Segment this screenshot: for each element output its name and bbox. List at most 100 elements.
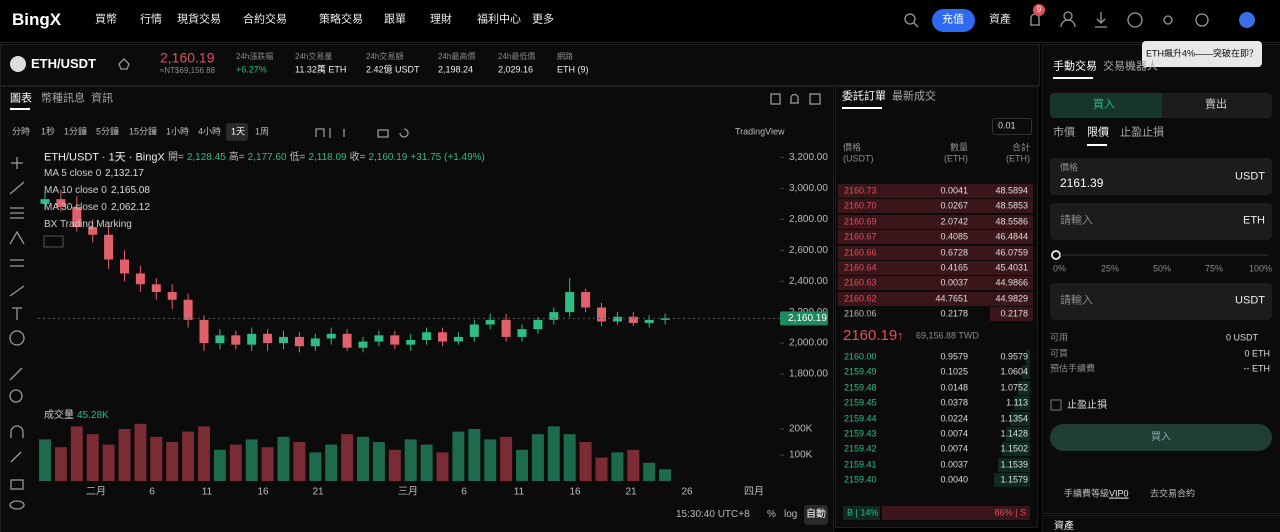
submit-button[interactable] [1050, 424, 1272, 451]
volume-bar [516, 449, 528, 481]
tradingview[interactable]: TradingView [735, 126, 785, 137]
interval[interactable]: 1秒 [41, 126, 56, 137]
order-type[interactable]: 市價 [1053, 126, 1075, 139]
collapse-button[interactable] [43, 235, 64, 248]
deposit-button[interactable] [932, 9, 975, 32]
step-select[interactable] [992, 118, 1032, 135]
ma-value: 2,132.17 [105, 168, 144, 179]
candle-body [485, 319, 495, 325]
y-tick-label: 1,800.00 [789, 369, 828, 380]
candle-body [581, 292, 591, 308]
submit-label[interactable]: 買入 [1151, 432, 1171, 443]
interval[interactable]: 1分鐘 [64, 126, 88, 137]
nav-item[interactable]: 理財 [430, 13, 452, 26]
candle-body [120, 259, 129, 274]
buy-tab[interactable] [1050, 93, 1162, 118]
sell-tab-label[interactable]: 賣出 [1205, 98, 1227, 111]
interval[interactable]: 15分鐘 [129, 126, 158, 137]
x-tick-label: 21 [625, 487, 637, 498]
logo[interactable]: BingX [12, 9, 62, 29]
order-type[interactable]: 限價 [1087, 126, 1109, 139]
interval[interactable]: 4小時 [198, 126, 222, 137]
buy-tab-label[interactable]: 買入 [1093, 98, 1115, 111]
tooltip [1142, 41, 1262, 67]
candle-body [56, 199, 66, 207]
symbol[interactable]: ETH/USDT [31, 56, 96, 72]
amount-unit: USDT [1235, 294, 1265, 307]
ob-total: 46.4844 [995, 231, 1028, 242]
nav-item[interactable]: 策略交易 [319, 13, 363, 26]
interval[interactable]: 1天 [231, 126, 246, 137]
ob-qty: 0.0040 [940, 474, 968, 485]
auto-toggle[interactable]: 自動 [806, 509, 826, 520]
order-type[interactable]: 止盈止損 [1120, 126, 1164, 139]
interval[interactable]: 分時 [12, 126, 31, 137]
x-tick-label: 三月 [398, 486, 418, 498]
chart-tab[interactable]: 圖表 [10, 92, 32, 105]
avatar[interactable] [1239, 12, 1255, 28]
nav-item[interactable]: 合約交易 [243, 13, 287, 26]
ob-header: (ETH) [944, 153, 968, 164]
candle-body [342, 333, 352, 348]
sell-tab[interactable] [1162, 93, 1272, 118]
last-price: 2,160.19 [160, 49, 215, 66]
nav-item[interactable]: 買幣 [95, 13, 117, 26]
candle-body [565, 292, 575, 313]
stat-label: 24h最高價 [438, 52, 476, 62]
price-input[interactable] [1050, 158, 1272, 195]
candle-body [40, 199, 50, 204]
qty-unit: ETH [1243, 214, 1265, 227]
ob-price: 2160.73 [844, 185, 877, 196]
candle-body [310, 338, 320, 347]
slider-label: 50% [1153, 263, 1172, 274]
orderbook-tab[interactable]: 委託訂單 [842, 90, 886, 103]
depth-bar [1026, 350, 1030, 364]
slider-handle[interactable] [1051, 250, 1061, 260]
ob-total: 1.1428 [1000, 428, 1028, 439]
ma-value: 2,062.12 [111, 202, 150, 213]
qty-input[interactable] [1050, 203, 1272, 240]
trade-tab[interactable]: 手動交易 [1053, 60, 1097, 73]
x-tick-label: 6 [461, 487, 467, 498]
volume-bar [500, 436, 513, 481]
nav-item[interactable]: 現貨交易 [177, 13, 221, 26]
contract-link[interactable]: 去交易合約 [1150, 488, 1196, 499]
deposit-label[interactable]: 充值 [942, 13, 964, 26]
interval[interactable]: 1周 [255, 126, 270, 137]
amount-input[interactable] [1050, 283, 1272, 320]
stat-label: 24h交易量 [295, 52, 333, 62]
badge-bg [1033, 4, 1045, 16]
interval[interactable]: 1小時 [166, 126, 190, 137]
price-value: 2161.39 [1060, 175, 1104, 190]
checkbox[interactable] [1050, 399, 1062, 411]
ob-total: 48.5894 [995, 185, 1028, 196]
nav-item[interactable]: 福利中心 [477, 13, 521, 26]
volume-bar [484, 439, 497, 481]
volume-bar [436, 452, 449, 481]
last-price-tag [780, 311, 828, 326]
stat-label: 網路 [557, 52, 573, 62]
tpsl-toggle[interactable]: 止盈止損 [1067, 400, 1107, 411]
ob-price: 2160.66 [844, 247, 877, 258]
vip-level[interactable]: VIP0 [1109, 488, 1129, 499]
depth-bar [1006, 427, 1030, 441]
nav-item[interactable]: 行情 [140, 13, 162, 26]
chart-tab[interactable]: 幣種訊息 [41, 92, 85, 105]
nav-item[interactable]: 跟單 [384, 13, 406, 26]
percent-toggle[interactable]: % [767, 509, 776, 520]
volume-bar [134, 423, 147, 481]
candle-body [279, 336, 288, 344]
ob-header: (USDT) [843, 153, 874, 164]
log-toggle[interactable]: log [784, 509, 798, 520]
trade-tab[interactable]: 交易機器人 [1103, 60, 1158, 73]
candle-body [263, 333, 273, 344]
interval[interactable]: 5分鐘 [96, 126, 120, 137]
nav-item[interactable]: 更多 [532, 13, 554, 26]
y-tick-label: 2,400.00 [789, 276, 828, 287]
ob-price: 2159.40 [844, 474, 877, 485]
orderbook-tab[interactable]: 最新成交 [892, 90, 936, 103]
nav-assets[interactable]: 資產 [989, 13, 1011, 26]
chart-tab[interactable]: 資訊 [91, 92, 113, 105]
volume-bar [118, 429, 131, 481]
x-tick-label: 26 [681, 487, 693, 498]
